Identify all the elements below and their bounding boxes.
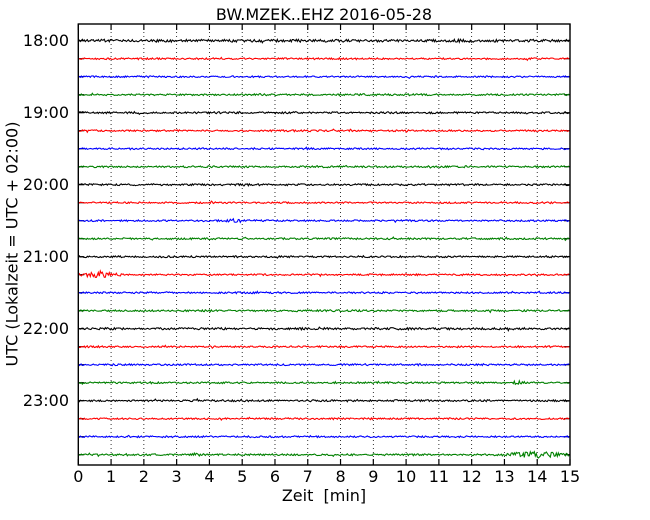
trace-2015	[78, 200, 570, 205]
y-tick-label: 20:00	[22, 174, 69, 194]
x-tick-label: 3	[171, 467, 182, 486]
x-tick-label: 0	[73, 467, 84, 486]
trace-2215	[77, 344, 570, 350]
x-tick-label: 14	[527, 467, 548, 486]
x-tick-label: 5	[237, 467, 248, 486]
x-tick-label: 15	[559, 467, 581, 486]
trace-2345	[78, 450, 570, 459]
plot-title: BW.MZEK..EHZ 2016-05-28	[215, 5, 433, 24]
y-tick-label: 21:00	[22, 246, 69, 266]
trace-1845	[78, 92, 570, 97]
trace-1900	[78, 110, 570, 116]
y-tick-label: 19:00	[22, 102, 69, 122]
trace-2330	[77, 434, 570, 439]
trace-2115	[77, 269, 570, 279]
y-tick-label: 23:00	[22, 390, 69, 410]
trace-2300	[77, 397, 570, 403]
trace-1930	[78, 146, 570, 151]
x-tick-label: 11	[428, 467, 450, 486]
x-tick-label: 7	[302, 467, 313, 486]
x-tick-label: 12	[461, 467, 482, 486]
trace-1830	[78, 75, 570, 80]
trace-2145	[78, 308, 570, 314]
trace-1915	[78, 128, 570, 134]
x-tick-label: 10	[395, 467, 417, 486]
x-tick-label: 8	[335, 467, 346, 486]
trace-2230	[77, 362, 570, 367]
y-tick-label: 18:00	[22, 30, 69, 50]
trace-2045	[78, 236, 570, 242]
trace-2130	[78, 290, 570, 295]
trace-2030	[78, 217, 570, 224]
x-axis-label: Zeit [min]	[281, 486, 367, 505]
trace-1815	[78, 56, 570, 62]
x-tick-label: 9	[368, 467, 379, 486]
trace-2000	[78, 182, 570, 188]
plot-frame	[77, 23, 571, 466]
y-tick-label: 22:00	[22, 318, 69, 338]
x-tick-label: 13	[494, 467, 515, 486]
x-tick-label: 6	[269, 467, 281, 486]
trace-1945	[77, 164, 570, 169]
trace-2100	[77, 254, 570, 259]
x-tick-label: 4	[204, 467, 215, 486]
trace-1800	[78, 37, 570, 44]
x-tick-label: 2	[138, 467, 149, 486]
x-tick-label: 1	[105, 467, 117, 486]
trace-2315	[78, 416, 570, 422]
trace-2200	[78, 326, 570, 332]
trace-2245	[78, 379, 570, 386]
